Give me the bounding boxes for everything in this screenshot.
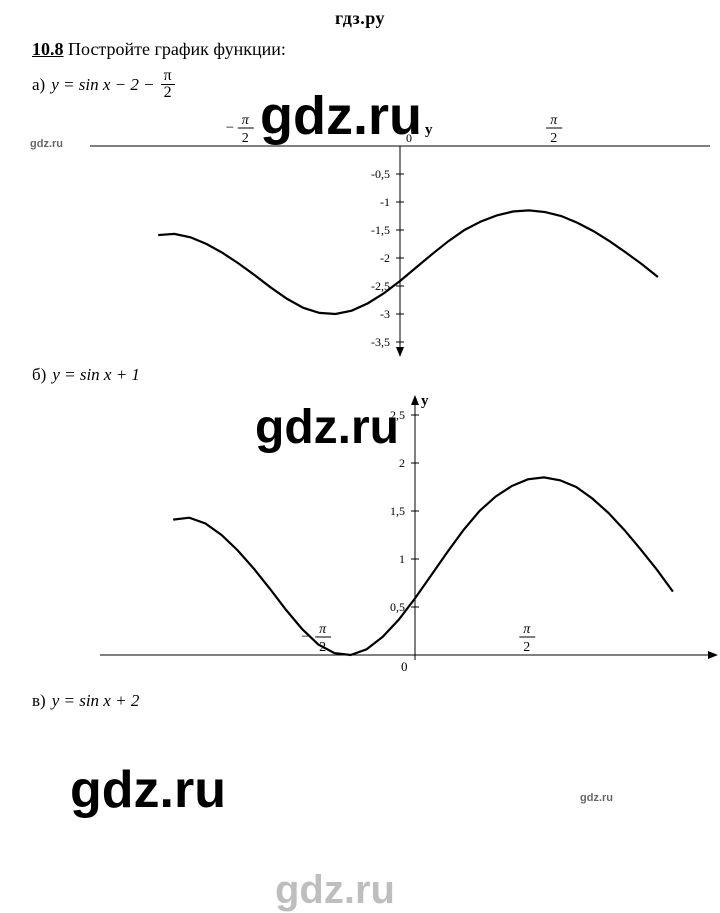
- svg-text:y: y: [425, 122, 433, 138]
- svg-text:π: π: [319, 622, 327, 637]
- svg-text:2,5: 2,5: [390, 408, 405, 422]
- item-a: а) y = sin x − 2 − π 2: [0, 68, 720, 101]
- item-c: в) y = sin x + 2: [0, 691, 720, 711]
- item-b-label: б): [32, 365, 46, 385]
- frac-num: π: [161, 68, 175, 85]
- svg-text:-3,5: -3,5: [371, 335, 390, 349]
- svg-text:1,5: 1,5: [390, 504, 405, 518]
- item-b-formula: y = sin x + 1: [52, 365, 140, 385]
- item-b: б) y = sin x + 1: [0, 365, 720, 385]
- svg-text:-1,5: -1,5: [371, 223, 390, 237]
- svg-text:0: 0: [401, 659, 408, 674]
- page-header: гдз.ру: [0, 0, 720, 29]
- item-a-label: а): [32, 75, 45, 95]
- chart-b: y00,511,522,5−π2π2: [0, 385, 720, 685]
- svg-text:-1: -1: [380, 195, 390, 209]
- item-a-frac: π 2: [161, 68, 175, 101]
- svg-text:-0,5: -0,5: [371, 167, 390, 181]
- watermark-big: gdz.ru: [275, 868, 395, 913]
- item-a-formula: y = sin x − 2 −: [51, 75, 154, 95]
- svg-text:-2: -2: [380, 251, 390, 265]
- watermark-big: gdz.ru: [70, 760, 226, 820]
- svg-text:2: 2: [399, 456, 405, 470]
- task-line: 10.8 Постройте график функции:: [0, 29, 720, 60]
- svg-text:y: y: [421, 393, 429, 409]
- svg-text:π: π: [242, 113, 250, 128]
- task-text: Постройте график функции:: [68, 39, 286, 59]
- svg-text:-3: -3: [380, 307, 390, 321]
- svg-text:0: 0: [406, 131, 412, 145]
- svg-text:2: 2: [550, 131, 557, 146]
- svg-text:2: 2: [523, 640, 530, 655]
- task-number: 10.8: [32, 39, 64, 59]
- svg-text:2: 2: [242, 131, 249, 146]
- frac-den: 2: [161, 85, 175, 101]
- chart-a: 0y−π2π2-0,5-1-1,5-2-2,5-3-3,5: [0, 101, 720, 361]
- item-c-label: в): [32, 691, 46, 711]
- svg-text:−: −: [226, 120, 234, 136]
- svg-text:1: 1: [399, 552, 405, 566]
- watermark-small: gdz.ru: [580, 792, 613, 804]
- item-c-formula: y = sin x + 2: [52, 691, 140, 711]
- svg-text:π: π: [550, 113, 558, 128]
- svg-text:π: π: [523, 622, 531, 637]
- svg-text:0,5: 0,5: [390, 600, 405, 614]
